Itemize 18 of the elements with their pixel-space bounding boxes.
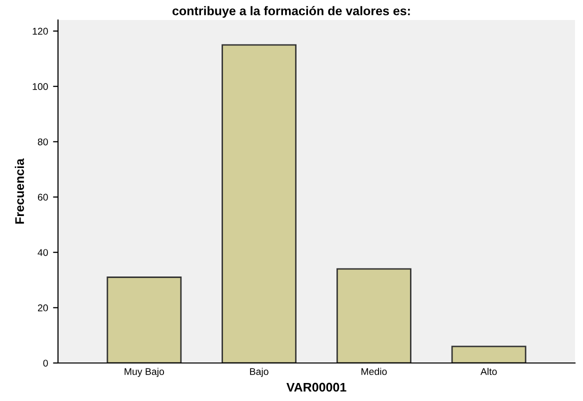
x-axis-title: VAR00001: [286, 382, 346, 392]
x-tick-label: Muy Bajo: [124, 368, 164, 377]
x-tick-label: Bajo: [250, 368, 268, 377]
bar: [106, 276, 182, 363]
y-tick-label: 100: [32, 83, 48, 90]
y-tick-label: 120: [32, 28, 48, 35]
chart-title: contribuye a la formación de valores es:: [172, 6, 410, 18]
y-axis-title: Frecuencia: [14, 158, 24, 224]
bar: [451, 346, 526, 363]
y-tick-label: 20: [38, 304, 48, 312]
bar: [222, 44, 297, 363]
y-tick-label: 80: [38, 138, 48, 146]
x-tick-label: Alto: [480, 368, 497, 375]
x-tick-label: Medio: [362, 368, 387, 375]
y-tick-label: 0: [43, 360, 48, 367]
y-tick-label: 60: [38, 194, 48, 201]
y-tick-label: 40: [38, 249, 48, 256]
bar: [336, 268, 412, 363]
